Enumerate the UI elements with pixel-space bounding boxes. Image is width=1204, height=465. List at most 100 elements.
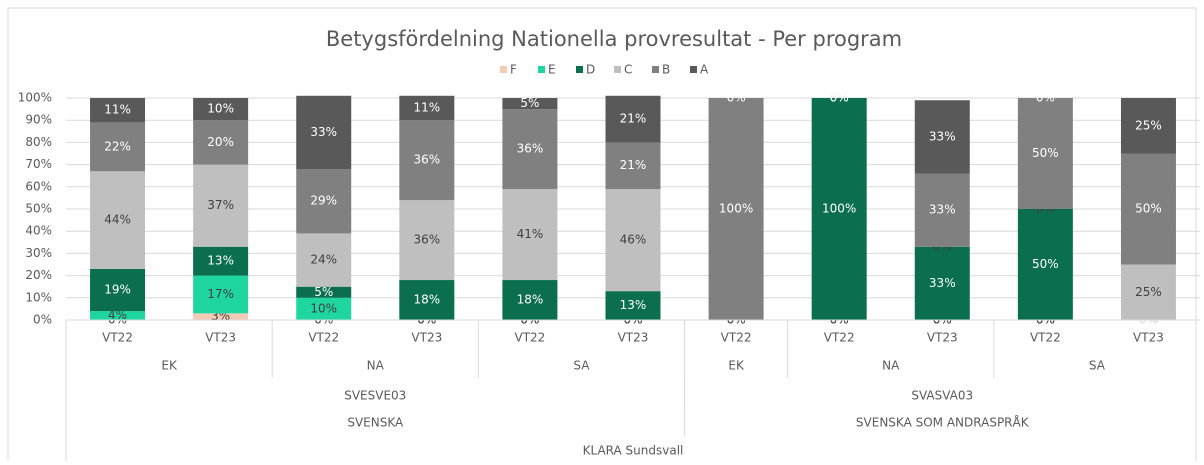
data-label: 25%	[1135, 285, 1162, 299]
legend-label: C	[624, 63, 632, 77]
x-tick-label: VT23	[927, 331, 958, 345]
data-label: 13%	[207, 254, 234, 268]
data-label: 0%	[830, 91, 849, 105]
data-label: 50%	[1135, 202, 1162, 216]
legend-swatch	[652, 66, 659, 73]
bar-segment	[1120, 153, 1176, 265]
bar-segment	[914, 100, 970, 174]
category-group-label: SA	[1089, 359, 1106, 373]
data-label: 33%	[310, 125, 337, 139]
data-label: 5%	[520, 96, 539, 110]
data-label: 0%	[830, 91, 849, 105]
y-tick-label: 0%	[33, 313, 52, 327]
bar-segment	[502, 189, 558, 281]
data-label: 37%	[207, 198, 234, 212]
data-label: 29%	[310, 194, 337, 208]
y-tick-label: 90%	[25, 113, 52, 127]
data-label: 0%	[1036, 91, 1055, 105]
bar-segment	[296, 297, 352, 320]
data-label: 13%	[620, 298, 647, 312]
chart-title: Betygsfördelning Nationella provresultat…	[326, 27, 902, 51]
bar-segment	[605, 95, 661, 143]
y-tick-label: 80%	[25, 135, 52, 149]
category-group-label: SVESVE03	[344, 389, 406, 403]
bar-segment	[605, 189, 661, 292]
legend-label: D	[586, 63, 595, 77]
chart-border	[7, 7, 1197, 465]
data-label: 5%	[314, 285, 333, 299]
data-label: 22%	[104, 139, 131, 153]
bar-segment	[708, 98, 764, 320]
category-group-label: SA	[573, 359, 590, 373]
data-label: 18%	[517, 293, 544, 307]
y-tick-label: 10%	[25, 290, 52, 304]
bar-segment	[296, 95, 352, 170]
data-label: 100%	[822, 202, 856, 216]
x-tick-label: VT22	[721, 331, 752, 345]
data-label: 11%	[104, 103, 131, 117]
data-label: 19%	[104, 283, 131, 297]
legend-swatch	[538, 66, 545, 73]
x-tick-label: VT22	[515, 331, 546, 345]
bar-segment	[1120, 264, 1176, 320]
bar-segment	[90, 171, 146, 269]
bar-segment	[502, 109, 558, 190]
y-tick-label: 70%	[25, 157, 52, 171]
data-label: 44%	[104, 213, 131, 227]
bar-segment	[399, 95, 455, 121]
y-tick-label: 60%	[25, 179, 52, 193]
data-label: 0%	[830, 91, 849, 105]
data-label: 21%	[620, 158, 647, 172]
x-tick-label: VT22	[308, 331, 339, 345]
data-label: 4%	[108, 308, 127, 322]
category-group-label: SVASVA03	[911, 389, 973, 403]
bar-segment	[399, 200, 455, 281]
bar-segment	[193, 246, 249, 276]
bar-segment	[193, 120, 249, 165]
bar-segment	[502, 280, 558, 320]
data-label: 17%	[207, 287, 234, 301]
category-group-label: NA	[367, 359, 385, 373]
bar-segment	[1017, 209, 1073, 320]
data-label: 36%	[517, 142, 544, 156]
x-tick-label: VT22	[1030, 331, 1061, 345]
x-tick-label: VT23	[618, 331, 649, 345]
data-label: 18%	[413, 293, 440, 307]
data-label: 0%	[727, 91, 746, 105]
y-tick-label: 40%	[25, 224, 52, 238]
bar-segment	[296, 169, 352, 234]
bar-segment	[914, 173, 970, 247]
category-group-label: EK	[161, 359, 178, 373]
data-label: 36%	[413, 233, 440, 247]
bar-segment	[1017, 98, 1073, 209]
category-group-label: NA	[882, 359, 900, 373]
bar-segment	[502, 98, 558, 110]
data-label: 21%	[620, 112, 647, 126]
data-label: 11%	[413, 100, 440, 114]
bar-segment	[193, 313, 249, 320]
data-label: 100%	[719, 202, 753, 216]
y-tick-label: 30%	[25, 246, 52, 260]
legend-swatch	[614, 66, 621, 73]
x-tick-label: VT23	[1133, 331, 1164, 345]
bar-segment	[90, 122, 146, 172]
bar-segment	[914, 246, 970, 320]
data-label: 10%	[310, 301, 337, 315]
x-tick-label: VT23	[205, 331, 236, 345]
bar-segment	[399, 280, 455, 320]
data-label: 33%	[929, 203, 956, 217]
y-tick-label: 20%	[25, 268, 52, 282]
data-label: 24%	[310, 253, 337, 267]
legend-label: E	[548, 63, 556, 77]
data-label: 33%	[929, 129, 956, 143]
x-tick-label: VT22	[824, 331, 855, 345]
legend-label: A	[700, 63, 709, 77]
bar-segment	[193, 164, 249, 247]
legend-label: F	[510, 63, 517, 77]
y-tick-label: 50%	[25, 202, 52, 216]
bar-segment	[90, 268, 146, 312]
bar-segment	[605, 291, 661, 320]
data-label: 20%	[207, 135, 234, 149]
data-label: 36%	[413, 153, 440, 167]
